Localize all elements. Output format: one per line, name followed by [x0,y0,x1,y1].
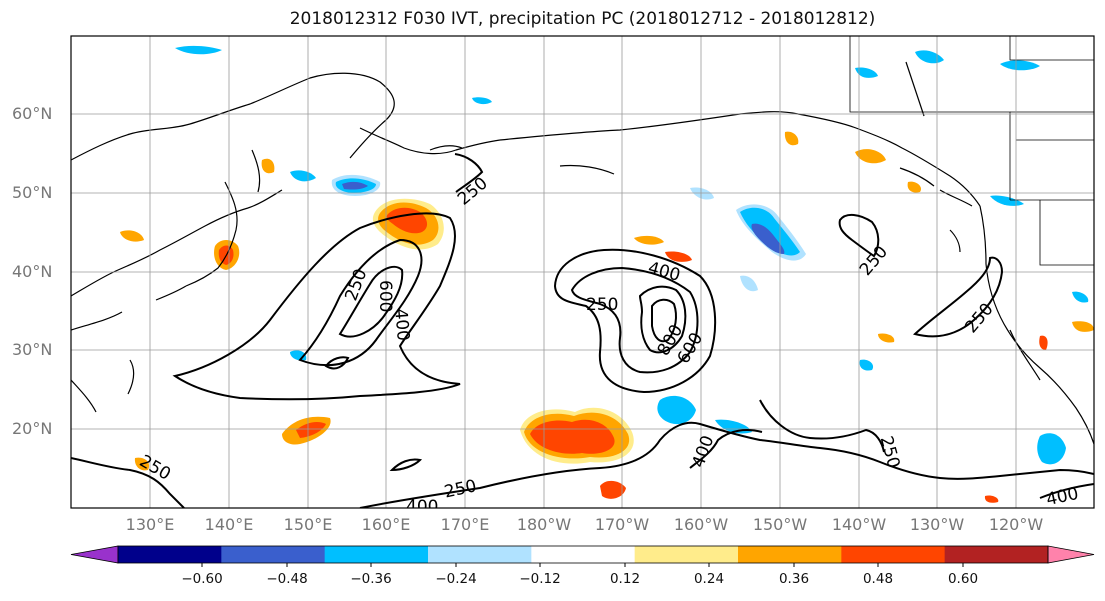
ivt-contours [71,153,1094,508]
lon-label-180w: 180°W [516,515,572,534]
lat-label-20n: 20°N [12,419,53,438]
lon-label-150w: 150°W [752,515,808,534]
colorbar-outline [117,545,1049,564]
colorbar-segment [118,546,222,563]
lon-label-130w: 130°W [909,515,965,534]
colorbar-tick-label: −0.36 [350,571,392,587]
colorbar-tick-label: 0.48 [862,571,894,587]
lon-label-170e: 170°E [440,515,490,534]
colorbar-segment [738,546,842,563]
lon-label-130e: 130°E [125,515,175,534]
map-title: 2018012312 F030 IVT, precipitation PC (2… [289,9,876,29]
colorbar-tick-label: −0.24 [435,571,477,587]
lon-label-160w: 160°W [673,515,729,534]
colorbar-segment [428,546,532,563]
colorbar-segment [841,546,946,563]
lon-label-140w: 140°W [831,515,887,534]
colorbar-tick-label: 0.60 [947,571,979,587]
contour-labels: 250 250 400 600 250 400 800 600 250 250 … [136,173,1081,517]
colorbar-segment [221,546,326,563]
colorbar-extend-high [1047,545,1095,564]
borders [849,36,1094,266]
map-frame [70,35,1095,509]
gridlines [71,36,1094,508]
colorbar-segment [324,546,429,563]
colorbar-tick-label: 0.36 [778,571,810,587]
colorbar-tick-label: 0.12 [609,571,641,587]
lon-label-170w: 170°W [594,515,650,534]
lon-label-140e: 140°E [204,515,254,534]
lat-label-40n: 40°N [12,262,53,281]
colorbar-tick-label: 0.24 [693,571,725,587]
lon-label-150e: 150°E [283,515,333,534]
lon-label-120w: 120°W [988,515,1044,534]
colorbar-tick-label: −0.12 [519,571,561,587]
colorbar-segment [634,546,739,563]
lat-label-50n: 50°N [12,183,53,202]
lat-label-60n: 60°N [12,104,53,123]
colorbar-segment [944,546,1049,563]
colorbar-segment [531,546,636,563]
contour-label: 400 [406,497,438,517]
contour-label: 250 [586,295,618,315]
contour-label: 600 [375,280,395,312]
contour-label: 400 [390,308,413,342]
lat-label-30n: 30°N [12,340,53,359]
colorbar-tick-label: −0.60 [181,571,223,587]
lon-label-160e: 160°E [361,515,411,534]
colorbar-extend-low [70,545,119,564]
colorbar-tick-label: −0.48 [266,571,308,587]
colorbar-segments [70,545,1095,567]
